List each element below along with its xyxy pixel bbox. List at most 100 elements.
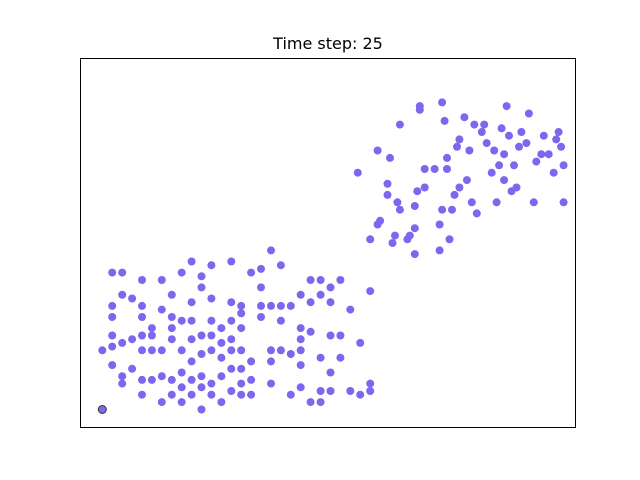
scatter-point	[522, 139, 531, 148]
scatter-point	[276, 346, 285, 355]
scatter-point	[267, 246, 275, 255]
scatter-point	[197, 372, 206, 381]
scatter-point	[492, 198, 501, 207]
scatter-point	[296, 383, 305, 392]
scatter-point	[316, 387, 325, 395]
scatter-point	[128, 294, 137, 303]
scatter-point	[336, 331, 345, 340]
scatter-point	[217, 372, 226, 381]
scatter-point	[207, 390, 216, 399]
scatter-point	[346, 305, 355, 314]
scatter-point	[376, 216, 385, 225]
scatter-point	[108, 342, 117, 351]
scatter-point	[296, 346, 305, 355]
scatter-point	[450, 190, 459, 199]
scatter-point	[366, 287, 375, 296]
scatter-point	[410, 250, 419, 259]
scatter-point	[455, 183, 464, 192]
scatter-point	[118, 372, 127, 381]
scatter-point	[157, 346, 166, 355]
scatter-point	[440, 116, 449, 125]
scatter-point	[455, 135, 464, 144]
scatter-point	[326, 368, 335, 377]
scatter-point	[217, 338, 226, 347]
scatter-point	[306, 398, 315, 407]
scatter-point	[207, 261, 216, 270]
scatter-point	[316, 290, 325, 299]
scatter-point	[296, 335, 305, 344]
highlighted-point	[97, 405, 107, 414]
scatter-point	[237, 346, 246, 355]
scatter-point	[197, 350, 206, 358]
scatter-point	[147, 324, 156, 333]
scatter-point	[157, 372, 166, 381]
scatter-point	[420, 183, 429, 192]
scatter-point	[157, 276, 166, 284]
scatter-point	[453, 142, 461, 151]
scatter-point	[549, 168, 558, 177]
scatter-point	[296, 361, 305, 370]
scatter-point	[386, 153, 394, 162]
scatter-point	[460, 113, 469, 122]
scatter-point	[187, 375, 196, 384]
scatter-point	[395, 120, 404, 129]
scatter-point	[316, 353, 325, 362]
scatter-point	[346, 387, 355, 395]
scatter-point	[276, 261, 285, 270]
scatter-point	[237, 324, 246, 333]
scatter-point	[482, 139, 491, 148]
scatter-point	[505, 131, 513, 140]
scatter-point	[247, 375, 256, 384]
scatter-point	[118, 290, 127, 299]
scatter-point	[267, 357, 275, 366]
scatter-point	[438, 205, 447, 214]
scatter-point	[187, 298, 196, 307]
scatter-point	[138, 301, 146, 310]
scatter-point	[326, 283, 335, 292]
scatter-point	[286, 350, 295, 358]
scatter-point	[177, 268, 186, 277]
scatter-point	[559, 161, 568, 170]
scatter-point	[467, 198, 476, 207]
scatter-point	[326, 298, 335, 307]
scatter-point	[524, 109, 533, 118]
scatter-point	[462, 176, 471, 185]
plot-area	[80, 58, 576, 428]
scatter-point	[487, 168, 496, 177]
scatter-point	[353, 168, 362, 177]
scatter-point	[187, 335, 196, 344]
scatter-point	[138, 375, 146, 384]
scatter-point	[237, 309, 246, 318]
scatter-point	[257, 283, 265, 292]
scatter-point	[391, 231, 399, 240]
scatter-point	[167, 335, 176, 344]
scatter-point	[296, 324, 305, 333]
scatter-point	[544, 150, 553, 159]
scatter-point	[247, 357, 256, 366]
scatter-point	[465, 146, 474, 155]
scatter-point	[227, 346, 236, 355]
scatter-point	[138, 313, 146, 321]
scatter-point	[138, 331, 146, 340]
scatter-point	[276, 301, 285, 310]
scatter-point	[472, 209, 481, 218]
scatter-point	[247, 390, 256, 399]
scatter-point	[207, 294, 216, 303]
scatter-point	[177, 346, 186, 355]
scatter-point	[227, 316, 236, 325]
scatter-point	[529, 198, 538, 207]
scatter-point	[118, 268, 127, 277]
scatter-point	[405, 231, 414, 240]
scatter-point	[532, 157, 541, 166]
scatter-point	[448, 205, 456, 214]
scatter-point	[286, 390, 295, 399]
scatter-point	[257, 264, 265, 273]
scatter-point	[177, 383, 186, 392]
scatter-point	[552, 135, 561, 144]
scatter-point	[177, 368, 186, 377]
scatter-point	[356, 338, 365, 347]
scatter-point	[276, 316, 285, 325]
scatter-point	[388, 239, 397, 247]
scatter-point	[306, 327, 315, 336]
scatter-point	[157, 305, 166, 314]
